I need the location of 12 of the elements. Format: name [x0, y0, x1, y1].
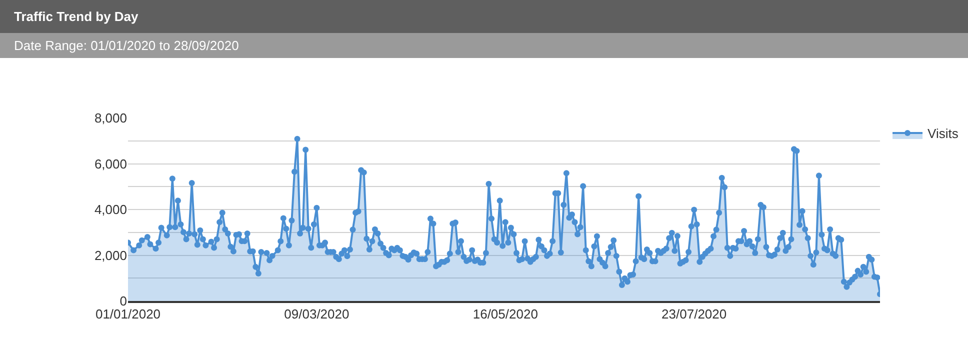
x-tick-label: 16/05/2020 [472, 306, 538, 322]
y-tick-label: 0 [120, 294, 127, 309]
x-tick-label: 01/01/2020 [95, 306, 161, 322]
x-tick-label: 09/03/2020 [284, 306, 350, 322]
chart-subtitle: Date Range: 01/01/2020 to 28/09/2020 [14, 38, 239, 53]
y-tick-label: 8,000 [94, 110, 127, 126]
y-tick-label: 2,000 [94, 248, 127, 263]
y-tick-label: 6,000 [94, 156, 127, 172]
x-tick-label: 23/07/2020 [662, 306, 727, 322]
y-tick-label: 4,000 [94, 202, 127, 218]
legend-label: Visits [928, 126, 959, 142]
chart-title: Traffic Trend by Day [14, 9, 140, 24]
